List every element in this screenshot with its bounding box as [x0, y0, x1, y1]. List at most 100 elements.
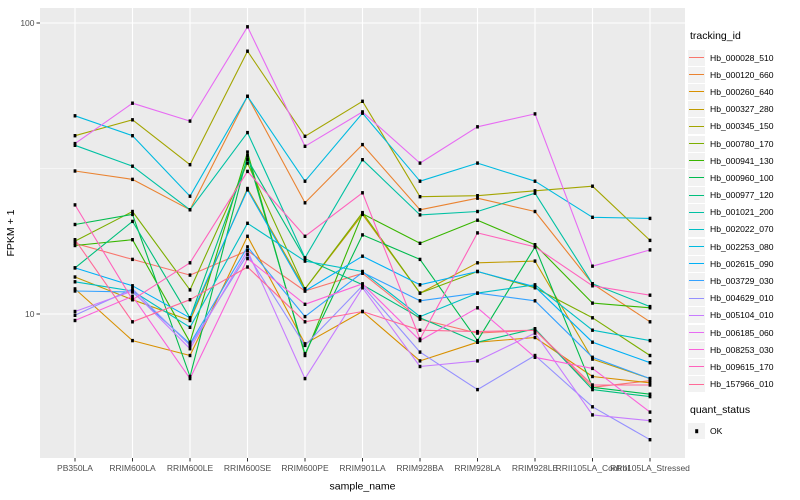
- data-point: [418, 350, 422, 354]
- series-color-line-icon: [689, 366, 704, 368]
- data-point: [73, 114, 77, 118]
- data-point: [476, 340, 479, 344]
- legend-entry-label: Hb_000977_120: [710, 190, 774, 201]
- data-point: [188, 261, 192, 265]
- legend-entry-label: Hb_004629_010: [710, 293, 774, 304]
- data-point: [131, 287, 134, 291]
- data-point: [533, 245, 537, 249]
- legend-entry-label: Hb_000260_640: [710, 86, 774, 97]
- legend-entry: Hb_000120_660: [688, 66, 800, 83]
- data-point: [246, 221, 249, 225]
- legend-key-swatch: [688, 101, 705, 118]
- series-color-line-icon: [689, 211, 704, 213]
- legend-key-swatch: [688, 66, 705, 83]
- data-point: [648, 353, 652, 358]
- data-point: [591, 413, 594, 417]
- data-point: [476, 125, 479, 129]
- data-point: [591, 316, 594, 320]
- data-point: [591, 264, 594, 268]
- legend-entry-label: OK: [710, 426, 723, 437]
- data-point: [131, 219, 134, 224]
- legend-entry-label: Hb_006185_060: [710, 327, 774, 338]
- x-tick-label: RRIM928LE: [512, 463, 559, 473]
- legend-key-swatch: [688, 187, 705, 204]
- data-point: [648, 216, 652, 221]
- x-tick-label: RRIM928BA: [396, 463, 444, 473]
- data-point: [188, 353, 192, 358]
- series-color-line-icon: [689, 160, 704, 162]
- data-point: [533, 285, 537, 289]
- square-point-icon: [694, 429, 699, 434]
- data-point: [131, 289, 134, 293]
- legend-title-tracking-id: tracking_id: [690, 30, 741, 42]
- legend-entry: Hb_006185_060: [688, 324, 800, 341]
- legend-entry-label: Hb_000028_510: [710, 52, 774, 63]
- data-point: [476, 329, 479, 334]
- data-point: [533, 209, 537, 214]
- data-point: [73, 134, 77, 138]
- data-point: [591, 357, 594, 361]
- legend-key-swatch: [688, 49, 705, 66]
- data-point: [188, 374, 192, 379]
- legend-entry: Hb_000960_100: [688, 169, 800, 186]
- data-point: [591, 405, 594, 409]
- y-tick-label: 10: [25, 309, 35, 319]
- data-point: [131, 294, 134, 298]
- data-point: [648, 293, 652, 297]
- series-color-line-icon: [689, 246, 704, 248]
- data-point: [73, 241, 77, 245]
- data-point: [361, 110, 364, 114]
- legend-entry: Hb_009615_170: [688, 358, 800, 375]
- data-point: [73, 289, 77, 293]
- legend-key-swatch: [688, 376, 705, 393]
- data-point: [476, 269, 479, 274]
- series-color-line-icon: [689, 228, 704, 230]
- data-point: [648, 238, 652, 243]
- legend-entry: Hb_000977_120: [688, 187, 800, 204]
- data-point: [303, 320, 307, 324]
- data-point: [131, 164, 134, 168]
- data-point: [648, 394, 652, 399]
- legend-entry: Hb_000260_640: [688, 83, 800, 100]
- data-point: [188, 119, 192, 123]
- legend-key-swatch: [688, 341, 705, 358]
- data-point: [73, 275, 77, 279]
- data-point: [246, 130, 249, 135]
- legend-entry-label: Hb_000941_130: [710, 155, 774, 166]
- data-point: [476, 261, 479, 265]
- x-tick-label: RRII105LA_Control: [556, 463, 630, 473]
- legend-entry-label: Hb_000327_280: [710, 104, 774, 115]
- legend-key-swatch: [688, 273, 705, 290]
- data-point: [418, 328, 422, 332]
- data-point: [131, 238, 134, 242]
- data-point: [303, 302, 307, 306]
- data-point: [246, 157, 249, 161]
- series-color-line-icon: [689, 383, 704, 385]
- data-point: [361, 254, 364, 258]
- legend-entry-label: Hb_002615_090: [710, 258, 774, 269]
- legend-entry-label: Hb_001021_200: [710, 207, 774, 218]
- data-point: [476, 306, 479, 310]
- data-point: [246, 94, 249, 98]
- data-point: [303, 376, 307, 381]
- legend-key-swatch: [688, 307, 705, 324]
- data-point: [73, 222, 77, 227]
- data-point: [73, 309, 77, 314]
- legend-entry: Hb_000941_130: [688, 152, 800, 169]
- data-point: [648, 338, 652, 343]
- data-point: [476, 231, 479, 235]
- data-point: [591, 355, 594, 359]
- series-color-line-icon: [689, 280, 704, 282]
- data-point: [418, 291, 422, 295]
- data-point: [73, 143, 77, 147]
- legend-entry: Hb_000780_170: [688, 135, 800, 152]
- data-point: [246, 154, 249, 158]
- data-point: [246, 234, 249, 238]
- data-point: [418, 337, 422, 341]
- data-point: [533, 353, 537, 358]
- series-color-line-icon: [689, 142, 704, 144]
- series-color-line-icon: [689, 314, 704, 316]
- data-point: [476, 161, 479, 165]
- data-point: [648, 381, 652, 385]
